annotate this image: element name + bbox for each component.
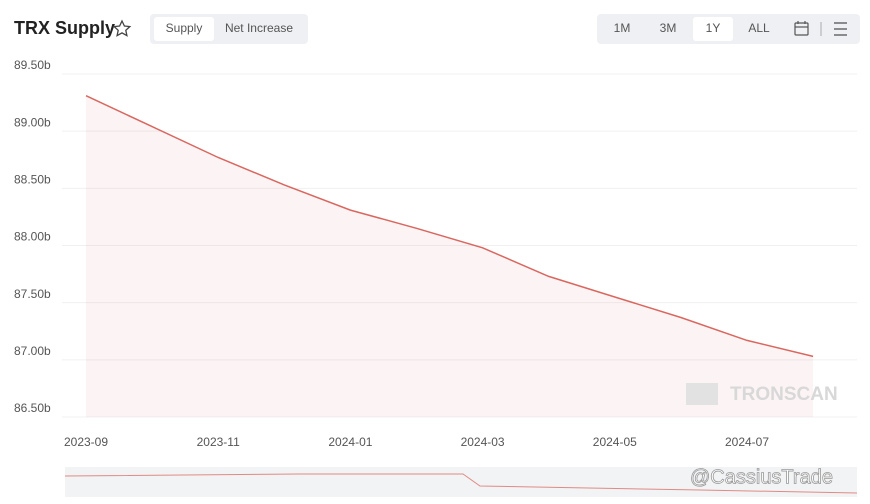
x-tick-label: 2024-01: [328, 435, 372, 449]
x-tick-label: 2023-09: [64, 435, 108, 449]
area-fill: [86, 95, 814, 417]
y-tick-label: 87.00b: [14, 344, 51, 358]
x-tick-label: 2024-05: [593, 435, 637, 449]
x-tick-label: 2024-07: [725, 435, 769, 449]
menu-icon[interactable]: [834, 22, 847, 36]
range-active[interactable]: [693, 17, 733, 41]
line: [85, 95, 814, 358]
y-tick-label: 89.50b: [14, 58, 51, 72]
tab-active[interactable]: [154, 17, 214, 41]
credit: @CassiusTrade: [690, 466, 833, 488]
favorite-star[interactable]: [112, 19, 132, 37]
calendar-icon[interactable]: [794, 21, 809, 36]
range-button[interactable]: 3M: [660, 21, 677, 35]
x-tick-label: 2023-11: [197, 435, 240, 449]
y-tick-label: 89.00b: [14, 115, 51, 129]
navigator-line: [64, 473, 858, 494]
y-tick-label: 88.50b: [14, 173, 51, 187]
y-tick-label: 88.00b: [14, 230, 51, 244]
y-tick-label: 86.50b: [14, 401, 51, 415]
tab[interactable]: Net Increase: [225, 21, 293, 35]
range-button[interactable]: 1Y: [706, 21, 721, 35]
navigator[interactable]: [65, 467, 857, 497]
range-button[interactable]: ALL: [748, 21, 770, 35]
range-button[interactable]: 1M: [614, 21, 631, 35]
watermark: TRONSCAN: [686, 383, 838, 405]
x-tick-label: 2024-03: [461, 435, 505, 449]
tab[interactable]: Supply: [166, 21, 203, 35]
y-tick-label: 87.50b: [14, 287, 51, 301]
watermark-text: TRONSCAN: [730, 384, 838, 405]
chart-title: TRX Supply: [14, 18, 115, 38]
